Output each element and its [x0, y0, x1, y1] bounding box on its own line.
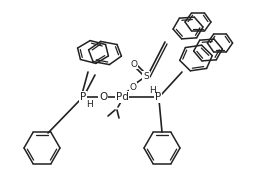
Text: H: H	[149, 86, 155, 94]
Text: O: O	[131, 60, 138, 68]
Text: P: P	[155, 92, 161, 102]
Text: O: O	[99, 92, 107, 102]
Text: Pd: Pd	[115, 92, 128, 102]
Text: S: S	[143, 71, 149, 81]
Text: P: P	[80, 92, 86, 102]
Text: O: O	[129, 83, 136, 92]
Text: H: H	[86, 100, 92, 108]
